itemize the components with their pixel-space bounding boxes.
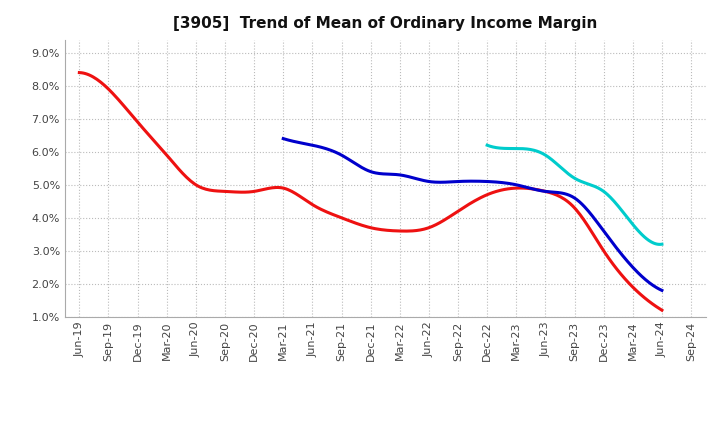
5 Years: [510, 182, 519, 187]
7 Years: [483, 143, 492, 148]
7 Years: [630, 224, 639, 229]
7 Years: [642, 235, 650, 241]
3 Years: [431, 222, 440, 227]
5 Years: [504, 181, 513, 186]
Title: [3905]  Trend of Mean of Ordinary Income Margin: [3905] Trend of Mean of Ordinary Income …: [173, 16, 598, 32]
7 Years: [483, 143, 492, 148]
5 Years: [279, 136, 287, 141]
5 Years: [622, 257, 631, 263]
3 Years: [422, 226, 431, 231]
3 Years: [566, 201, 575, 206]
5 Years: [598, 227, 607, 232]
7 Years: [657, 242, 666, 247]
5 Years: [657, 288, 666, 293]
7 Years: [655, 242, 664, 247]
5 Years: [503, 180, 512, 186]
Line: 7 Years: 7 Years: [487, 145, 662, 244]
7 Years: [586, 182, 595, 187]
5 Years: [280, 136, 289, 142]
3 Years: [420, 227, 428, 232]
Line: 3 Years: 3 Years: [79, 73, 662, 310]
3 Years: [77, 70, 86, 75]
3 Years: [75, 70, 84, 75]
3 Years: [603, 253, 612, 259]
3 Years: [657, 308, 666, 313]
7 Years: [590, 183, 598, 189]
7 Years: [587, 183, 595, 188]
Line: 5 Years: 5 Years: [283, 139, 662, 290]
